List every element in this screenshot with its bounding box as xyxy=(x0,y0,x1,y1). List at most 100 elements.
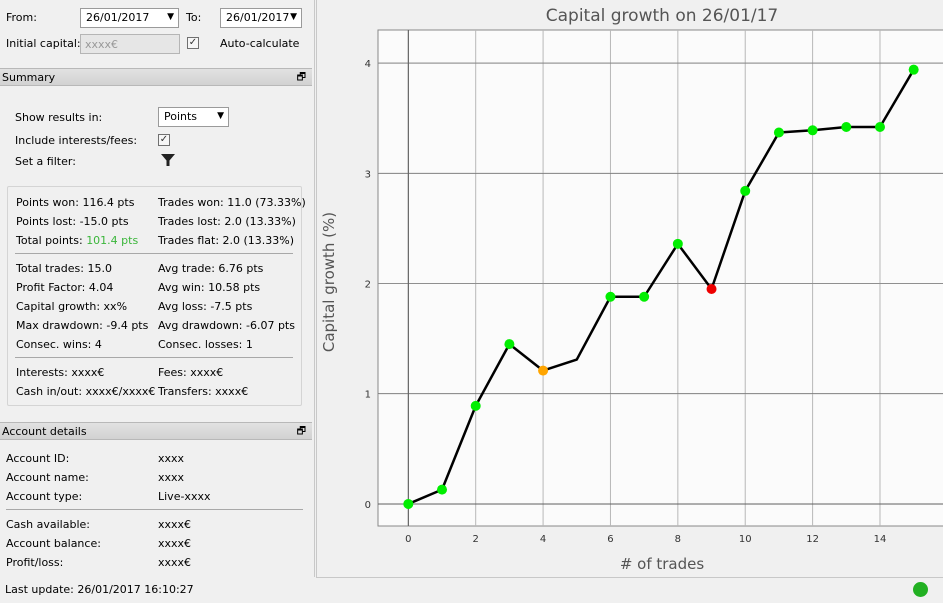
data-point-win xyxy=(874,121,885,132)
total-points: Total points: 101.4 pts xyxy=(16,234,138,247)
avg-loss: Avg loss: -7.5 pts xyxy=(158,300,253,313)
avg-trade: Avg trade: 6.76 pts xyxy=(158,262,264,275)
grid-layer xyxy=(378,30,943,526)
connection-status-icon xyxy=(913,582,928,597)
cash-available-label: Cash available: xyxy=(6,518,90,531)
include-fees-checkbox[interactable]: ✓ xyxy=(158,134,170,146)
data-point-win xyxy=(740,185,751,196)
consec-losses: Consec. losses: 1 xyxy=(158,338,253,351)
to-date-picker[interactable]: 26/01/2017 ▼ xyxy=(220,8,302,28)
data-point-win xyxy=(470,400,481,411)
data-point-win xyxy=(403,498,414,509)
account-balance-label: Account balance: xyxy=(6,537,101,550)
y-tick-label: 0 xyxy=(365,500,371,511)
x-tick-label: 12 xyxy=(806,534,819,545)
x-axis-label: # of trades xyxy=(620,555,705,573)
status-bar: Last update: 26/01/2017 16:10:27 xyxy=(0,577,943,603)
y-tick-label: 4 xyxy=(365,59,371,70)
account-details-title: Account details xyxy=(2,425,87,438)
divider xyxy=(15,357,293,358)
avg-win: Avg win: 10.58 pts xyxy=(158,281,261,294)
data-point-win xyxy=(773,127,784,138)
show-results-value: Points xyxy=(164,110,198,123)
cash-inout: Cash in/out: xxxx€/xxxx€ xyxy=(16,385,156,398)
initial-capital-input[interactable]: xxxx€ xyxy=(80,34,180,54)
account-id-value: xxxx xyxy=(158,452,185,465)
max-drawdown: Max drawdown: -9.4 pts xyxy=(16,319,149,332)
data-point-win xyxy=(639,291,650,302)
plot-area xyxy=(377,29,943,527)
include-fees-label: Include interests/fees: xyxy=(15,134,138,147)
summary-title: Summary xyxy=(2,71,56,84)
y-tick-label: 2 xyxy=(365,280,371,291)
profit-loss-label: Profit/loss: xyxy=(6,556,64,569)
total-trades: Total trades: 15.0 xyxy=(16,262,112,275)
auto-calculate-checkbox[interactable]: ✓ xyxy=(187,37,199,49)
account-balance-value: xxxx€ xyxy=(158,537,192,550)
consec-wins: Consec. wins: 4 xyxy=(16,338,102,351)
capital-growth-line xyxy=(407,69,915,506)
stats-box xyxy=(7,186,302,406)
data-point-win xyxy=(908,64,919,75)
summary-header[interactable]: Summary 🗗 xyxy=(0,68,312,86)
data-point-win xyxy=(504,339,515,350)
divider xyxy=(15,253,293,254)
from-label: From: xyxy=(6,11,37,24)
chevron-down-icon: ▼ xyxy=(217,111,224,121)
interests: Interests: xxxx€ xyxy=(16,366,105,379)
from-date-value: 26/01/2017 xyxy=(86,11,150,24)
show-results-label: Show results in: xyxy=(15,111,103,124)
chevron-down-icon: ▼ xyxy=(290,12,297,22)
trades-lost: Trades lost: 2.0 (13.33%) xyxy=(158,215,296,228)
y-tick-label: 3 xyxy=(365,169,371,180)
data-point-loss xyxy=(706,284,717,295)
points-lost: Points lost: -15.0 pts xyxy=(16,215,129,228)
to-label: To: xyxy=(186,11,202,24)
series-layer xyxy=(403,64,919,509)
account-name-value: xxxx xyxy=(158,471,185,484)
points-won: Points won: 116.4 pts xyxy=(16,196,135,209)
data-point-win xyxy=(841,121,852,132)
y-axis-label: Capital growth (%) xyxy=(320,212,338,352)
chart-panel: 0 2 4 6 8 10 12 14 0 1 2 3 4 Capital growth on 26/01… xyxy=(316,0,943,578)
account-details-header[interactable]: Account details 🗗 xyxy=(0,422,312,440)
y-tick-label: 1 xyxy=(365,390,371,401)
divider xyxy=(6,509,303,510)
account-name-label: Account name: xyxy=(6,471,89,484)
cash-available-value: xxxx€ xyxy=(158,518,192,531)
trades-flat: Trades flat: 2.0 (13.33%) xyxy=(158,234,295,247)
data-point-win xyxy=(605,291,616,302)
x-tick-label: 8 xyxy=(675,534,681,545)
x-tick-label: 4 xyxy=(540,534,546,545)
transfers: Transfers: xxxx€ xyxy=(158,385,249,398)
account-id-label: Account ID: xyxy=(6,452,70,465)
initial-capital-label: Initial capital: xyxy=(6,37,81,50)
profit-loss-value: xxxx€ xyxy=(158,556,192,569)
account-type-value: Live-xxxx xyxy=(158,490,211,503)
x-tick-label: 0 xyxy=(405,534,411,545)
avg-drawdown: Avg drawdown: -6.07 pts xyxy=(158,319,295,332)
restore-icon[interactable]: 🗗 xyxy=(296,72,306,83)
data-point-win xyxy=(437,484,448,495)
trades-won: Trades won: 11.0 (73.33%) xyxy=(158,196,306,209)
panel-separator[interactable] xyxy=(314,0,315,577)
total-points-value: 101.4 pts xyxy=(86,234,139,247)
capital-growth: Capital growth: xx% xyxy=(16,300,128,313)
filter-icon[interactable] xyxy=(160,152,176,168)
x-tick-label: 14 xyxy=(874,534,887,545)
from-date-picker[interactable]: 26/01/2017 ▼ xyxy=(80,8,179,28)
account-type-label: Account type: xyxy=(6,490,83,503)
data-point-win xyxy=(807,125,818,136)
data-point-flat xyxy=(538,365,549,376)
profit-factor: Profit Factor: 4.04 xyxy=(16,281,114,294)
last-update: Last update: 26/01/2017 16:10:27 xyxy=(5,583,194,596)
to-date-value: 26/01/2017 xyxy=(226,11,290,24)
total-points-label: Total points: xyxy=(16,234,83,247)
restore-icon[interactable]: 🗗 xyxy=(296,426,306,437)
x-tick-label: 6 xyxy=(607,534,613,545)
x-tick-label: 2 xyxy=(473,534,479,545)
chevron-down-icon: ▼ xyxy=(167,12,174,22)
auto-calculate-label: Auto-calculate xyxy=(220,37,300,50)
show-results-select[interactable]: Points ▼ xyxy=(158,107,229,127)
